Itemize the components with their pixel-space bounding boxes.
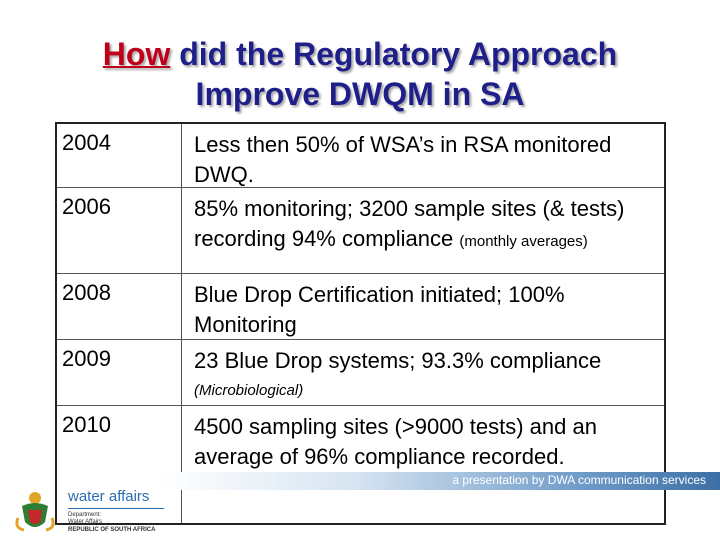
description-text: 85% monitoring; 3200 sample sites (& tes…	[194, 196, 625, 251]
title-line-2: Improve DWQM in SA	[195, 76, 525, 112]
logo-country: REPUBLIC OF SOUTH AFRICA	[68, 527, 156, 533]
description-note: (Microbiological)	[194, 382, 304, 399]
year-cell: 2008	[62, 280, 111, 305]
coat-of-arms-icon	[15, 492, 55, 532]
slide-title: How did the Regulatory Approach Improve …	[0, 34, 720, 114]
logo-dept-line-2: Water Affairs	[68, 519, 103, 525]
description-cell: 85% monitoring; 3200 sample sites (& tes…	[194, 194, 664, 257]
table-row-2004: 2004 Less then 50% of WSA’s in RSA monit…	[57, 124, 664, 188]
description-text: 4500 sampling sites (>9000 tests) and an…	[194, 414, 597, 469]
description-cell: Less then 50% of WSA’s in RSA monitored …	[194, 132, 612, 187]
description-text: 23 Blue Drop systems; 93.3% compliance	[194, 348, 602, 373]
table-row-2009: 2009 23 Blue Drop systems; 93.3% complia…	[57, 340, 664, 406]
footer-presentation-credit: a presentation by DWA communication serv…	[452, 473, 706, 487]
table-row-2006: 2006 85% monitoring; 3200 sample sites (…	[57, 188, 664, 274]
table-row-2008: 2008 Blue Drop Certification initiated; …	[57, 274, 664, 340]
year-cell: 2009	[62, 346, 111, 371]
year-cell: 2006	[62, 194, 111, 219]
logo-name: water affairs	[68, 488, 150, 505]
logo-underline	[68, 508, 164, 509]
department-logo: water affairs Department: Water Affairs …	[8, 486, 168, 538]
year-cell: 2010	[62, 412, 111, 437]
footer-band: a presentation by DWA communication serv…	[160, 472, 720, 490]
logo-department: Department: Water Affairs	[68, 512, 102, 526]
timeline-table: 2004 Less then 50% of WSA’s in RSA monit…	[55, 122, 666, 525]
title-how: How	[102, 36, 171, 72]
description-note: (monthly averages)	[459, 233, 588, 250]
logo-dept-line-1: Department:	[68, 512, 102, 518]
title-line-1-rest: did the Regulatory Approach	[170, 36, 618, 72]
column-divider	[181, 124, 182, 523]
description-cell: Blue Drop Certification initiated; 100% …	[194, 282, 565, 337]
title-line-1: How did the Regulatory Approach	[0, 34, 720, 74]
description-cell: 23 Blue Drop systems; 93.3% compliance (…	[194, 346, 664, 402]
year-cell: 2004	[62, 130, 111, 155]
